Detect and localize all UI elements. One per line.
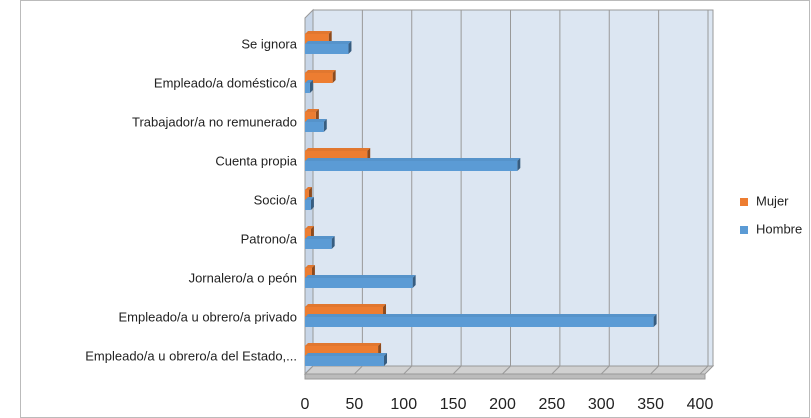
legend-label: Hombre bbox=[756, 221, 802, 236]
bar-side bbox=[332, 70, 336, 83]
y-tick-label: Socio/a bbox=[254, 192, 298, 207]
floor-edge bbox=[304, 373, 706, 380]
y-tick-label: Empleado/a u obrero/a del Estado,... bbox=[85, 348, 297, 363]
legend-swatch bbox=[740, 198, 748, 206]
bar-side bbox=[384, 353, 387, 366]
y-tick-label: Cuenta propia bbox=[215, 153, 297, 168]
bar-top bbox=[305, 109, 319, 112]
bar-top bbox=[305, 119, 327, 122]
bar bbox=[305, 83, 310, 93]
x-tick-label: 300 bbox=[588, 396, 615, 413]
bar-side bbox=[378, 343, 382, 356]
bar bbox=[305, 346, 379, 356]
floor-grid-line bbox=[502, 365, 511, 375]
x-tick-label: 350 bbox=[637, 396, 664, 413]
floor-grid-line bbox=[650, 365, 659, 375]
bar-top bbox=[305, 187, 312, 190]
bar-top bbox=[305, 31, 332, 34]
bar bbox=[305, 268, 312, 278]
y-tick-label: Trabajador/a no remunerado bbox=[132, 114, 297, 129]
floor-grid-line bbox=[551, 365, 561, 375]
bar bbox=[305, 356, 384, 366]
bar bbox=[305, 229, 311, 239]
bar-side bbox=[323, 119, 327, 132]
bar-top bbox=[305, 353, 387, 356]
bar bbox=[305, 73, 333, 83]
bar-top bbox=[305, 41, 352, 44]
bar-top bbox=[305, 197, 314, 200]
legend-label: Mujer bbox=[756, 193, 789, 208]
bar-top bbox=[305, 236, 335, 239]
bar-side bbox=[328, 31, 332, 44]
bar-side bbox=[310, 226, 314, 239]
x-tick-label: 250 bbox=[539, 396, 566, 413]
bar-top bbox=[305, 158, 521, 161]
bar bbox=[305, 317, 654, 327]
bar bbox=[305, 151, 368, 161]
y-tick-label: Empleado/a u obrero/a privado bbox=[118, 309, 297, 324]
bar-top bbox=[305, 275, 416, 278]
bar-side bbox=[331, 236, 335, 249]
legend-swatch bbox=[740, 226, 748, 234]
bar-side bbox=[517, 158, 521, 171]
floor-grid-line bbox=[600, 365, 610, 375]
x-tick-label: 150 bbox=[440, 396, 467, 413]
bar-side bbox=[309, 80, 313, 93]
bar-side bbox=[348, 41, 352, 54]
floor-grid-line bbox=[354, 365, 363, 375]
bar-side bbox=[653, 314, 657, 327]
y-tick-label: Jornalero/a o peón bbox=[189, 270, 297, 285]
y-tick-label: Patrono/a bbox=[241, 231, 298, 246]
bar-top bbox=[305, 148, 371, 151]
x-tick-label: 400 bbox=[687, 396, 714, 413]
floor-grid-line bbox=[304, 365, 314, 375]
bar bbox=[305, 307, 384, 317]
bar bbox=[305, 200, 311, 210]
y-tick-label: Se ignora bbox=[241, 36, 297, 51]
bar-top bbox=[305, 80, 313, 83]
bar bbox=[305, 239, 332, 249]
bar bbox=[305, 161, 518, 171]
x-tick-label: 100 bbox=[390, 396, 417, 413]
bar-side bbox=[308, 187, 312, 200]
floor-grid-line bbox=[452, 365, 462, 375]
bar-side bbox=[412, 275, 416, 288]
bar-side bbox=[383, 304, 387, 317]
bar-top bbox=[305, 70, 336, 73]
bar bbox=[305, 34, 329, 44]
bar-side bbox=[311, 265, 315, 278]
floor-grid-line bbox=[699, 365, 709, 375]
bar bbox=[305, 122, 324, 132]
bar bbox=[305, 112, 316, 122]
bar-side bbox=[315, 109, 319, 122]
x-tick-label: 200 bbox=[489, 396, 516, 413]
bar bbox=[305, 190, 309, 200]
bar-side bbox=[310, 197, 314, 210]
bar-side bbox=[367, 148, 371, 161]
bar-top bbox=[305, 304, 387, 307]
bar-top bbox=[305, 265, 315, 268]
bar-top bbox=[305, 343, 382, 346]
floor-grid-line bbox=[403, 365, 413, 375]
y-tick-label: Empleado/a doméstico/a bbox=[154, 75, 298, 90]
x-tick-label: 50 bbox=[345, 396, 363, 413]
bar-top bbox=[305, 314, 657, 317]
bar bbox=[305, 44, 349, 54]
bar bbox=[305, 278, 413, 288]
x-tick-label: 0 bbox=[301, 396, 310, 413]
bar-top bbox=[305, 226, 314, 229]
